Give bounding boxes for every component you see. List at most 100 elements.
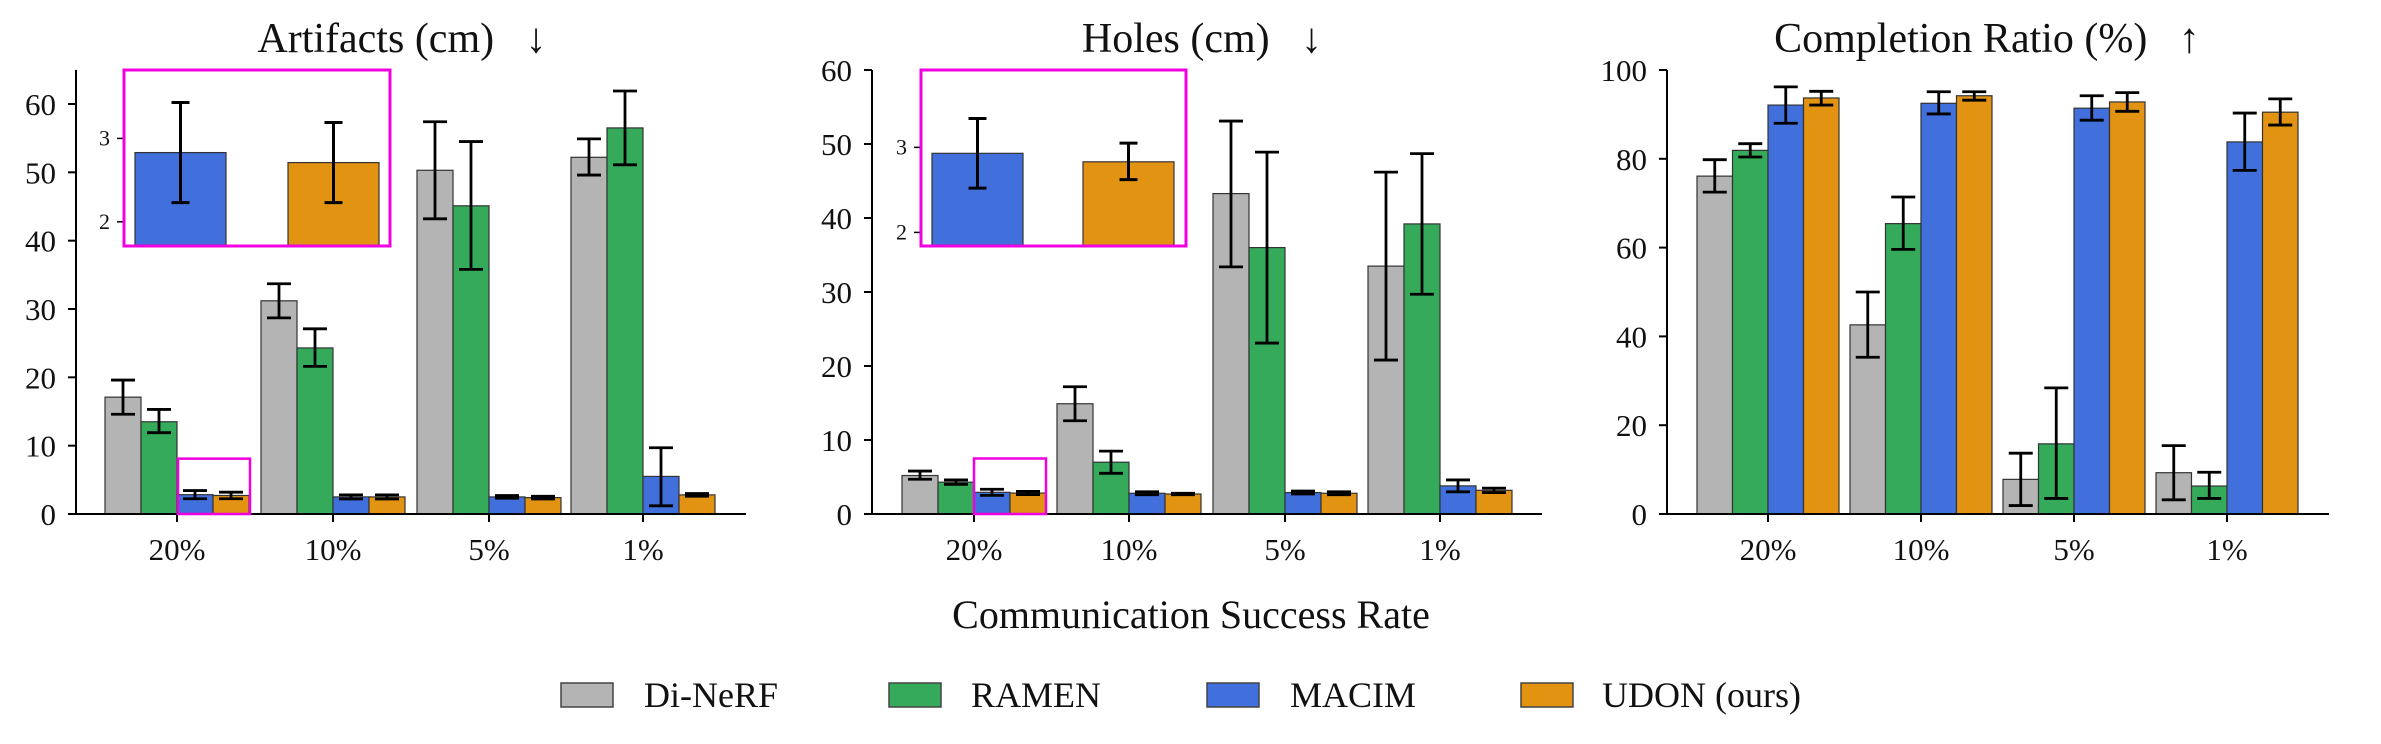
bar xyxy=(416,169,454,515)
bar xyxy=(1884,223,1922,515)
error-bar xyxy=(1702,158,1727,194)
bar xyxy=(1009,492,1047,515)
x-tick-label: 20% xyxy=(1740,532,1797,567)
error-bar xyxy=(980,487,1004,497)
error-bar xyxy=(1926,90,1951,116)
bar xyxy=(260,300,298,515)
y-tick-label: 60 xyxy=(25,87,56,122)
error-bar xyxy=(1099,449,1123,475)
inset-y-tick-label: 2 xyxy=(99,209,110,234)
error-bar xyxy=(1855,290,1880,359)
error-bar xyxy=(2197,470,2222,500)
y-tick-label: 50 xyxy=(821,127,852,162)
error-bar xyxy=(649,446,673,508)
error-bar xyxy=(908,469,932,481)
bar xyxy=(937,481,975,515)
bar xyxy=(104,396,142,515)
error-bar xyxy=(1171,491,1195,497)
y-tick-label: 0 xyxy=(41,497,57,532)
bar xyxy=(678,494,716,515)
y-tick-label: 60 xyxy=(821,53,852,88)
x-tick-label: 5% xyxy=(1264,532,1305,567)
bar xyxy=(1731,149,1769,515)
error-bar xyxy=(1219,119,1243,269)
panel-title: Artifacts (cm) ↓ xyxy=(257,16,546,62)
x-tick-label: 5% xyxy=(468,532,509,567)
error-bar xyxy=(1063,385,1087,423)
bar xyxy=(1955,95,1993,515)
bar xyxy=(1920,102,1958,515)
y-tick-label: 40 xyxy=(821,201,852,236)
zoom-highlight-box xyxy=(972,457,1048,516)
panel-3: Completion Ratio (%) ↑ 0 20 40 60 80 100 20% 10%… xyxy=(1601,16,2329,567)
error-bar xyxy=(339,493,363,501)
inset-y-tick-label: 3 xyxy=(99,125,110,150)
legend-swatch-dinerf xyxy=(560,682,614,708)
panel-title: Holes (cm) ↓ xyxy=(1082,16,1322,62)
inset-error-bar xyxy=(171,101,190,205)
y-tick-label: 60 xyxy=(1616,231,1647,266)
error-bar xyxy=(613,89,637,167)
panel-title: Completion Ratio (%) ↑ xyxy=(1774,16,2200,62)
error-bar xyxy=(219,490,243,501)
bar xyxy=(140,421,178,515)
x-tick-label: 5% xyxy=(2053,532,2094,567)
error-bar xyxy=(1016,490,1040,497)
x-tick-label: 20% xyxy=(149,532,206,567)
y-tick-label: 10 xyxy=(25,429,56,464)
y-tick-label: 20 xyxy=(25,360,56,395)
bar xyxy=(1164,493,1202,515)
x-tick-label: 10% xyxy=(305,532,362,567)
legend-swatch-macim xyxy=(1206,682,1260,708)
error-bar xyxy=(375,493,399,501)
error-bar xyxy=(1291,489,1315,496)
x-tick-label: 1% xyxy=(622,532,663,567)
y-tick-label: 50 xyxy=(25,155,56,190)
bar xyxy=(2073,107,2111,515)
bar xyxy=(2108,101,2146,515)
y-tick-label: 20 xyxy=(1616,408,1647,443)
x-tick-label: 10% xyxy=(1893,532,1950,567)
legend-swatch-udon xyxy=(1520,682,1574,708)
inset-y-tick-label: 3 xyxy=(896,134,907,159)
y-tick-label: 20 xyxy=(821,349,852,384)
error-bar xyxy=(303,327,327,368)
bar xyxy=(2226,141,2264,515)
x-tick-label: 1% xyxy=(1419,532,1460,567)
legend-label-dinerf: Di-NeRF xyxy=(644,675,778,715)
error-bar xyxy=(111,378,135,416)
zoom-highlight-box xyxy=(176,457,252,516)
x-tick-label: 10% xyxy=(1101,532,1158,567)
inset: 23 xyxy=(99,68,392,248)
error-bar xyxy=(1255,150,1279,345)
x-tick-label: 20% xyxy=(946,532,1003,567)
error-bar xyxy=(267,282,291,320)
error-bar xyxy=(685,492,709,498)
bar xyxy=(1696,175,1734,515)
legend-label-ramen: RAMEN xyxy=(971,675,1101,715)
error-bar xyxy=(2079,94,2104,122)
error-bar xyxy=(1482,486,1506,494)
y-tick-label: 100 xyxy=(1601,53,1648,88)
inset: 23 xyxy=(896,68,1188,248)
error-bar xyxy=(2115,91,2140,113)
error-bar xyxy=(1446,478,1470,494)
bar xyxy=(1320,492,1358,515)
y-tick-label: 80 xyxy=(1616,142,1647,177)
legend-label-udon: UDON (ours) xyxy=(1602,675,1801,715)
legend-label-macim: MACIM xyxy=(1290,675,1416,715)
error-bar xyxy=(2161,444,2186,502)
bar xyxy=(2261,111,2299,515)
x-tick-label: 1% xyxy=(2206,532,2247,567)
error-bar xyxy=(147,408,171,435)
bar xyxy=(901,474,939,515)
y-tick-label: 30 xyxy=(25,292,56,327)
error-bar xyxy=(1773,85,1798,125)
y-tick-label: 30 xyxy=(821,275,852,310)
inset-border xyxy=(919,68,1188,248)
error-bar xyxy=(1962,90,1987,102)
error-bar xyxy=(2008,451,2033,507)
inset-y-tick-label: 2 xyxy=(896,219,907,244)
error-bar xyxy=(495,494,519,500)
